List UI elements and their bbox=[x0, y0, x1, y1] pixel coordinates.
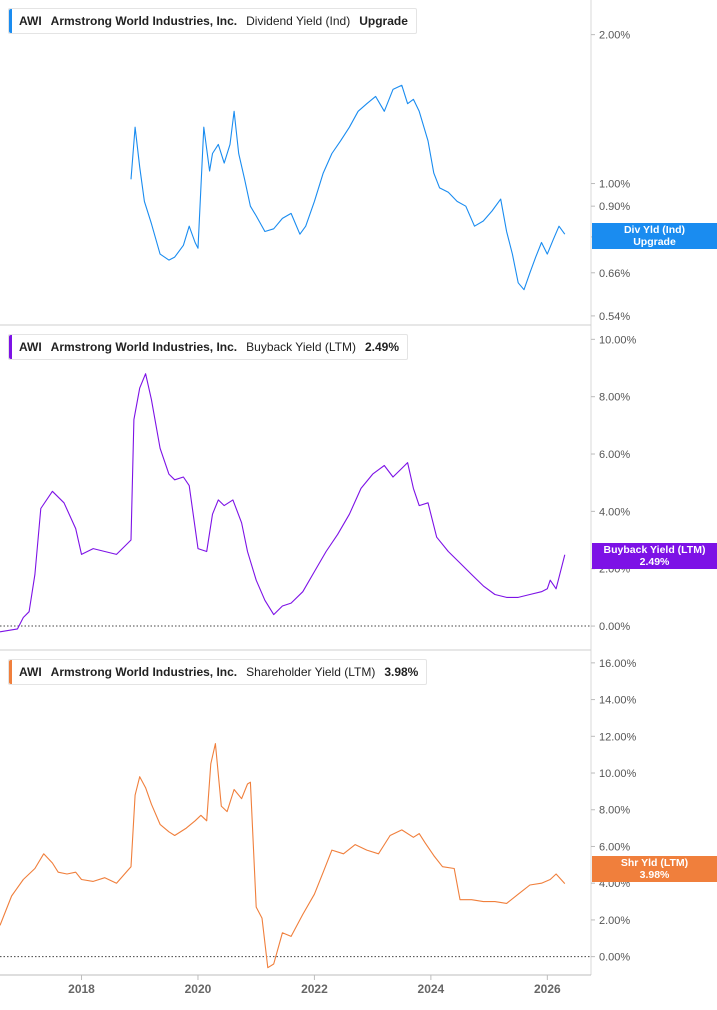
tag-label: Shr Yld (LTM) bbox=[620, 857, 689, 869]
legend-color-stripe bbox=[9, 9, 12, 33]
x-tick-label: 2020 bbox=[185, 982, 212, 996]
last-value-tag-buyback: Buyback Yield (LTM) 2.49% bbox=[592, 543, 717, 569]
y-tick-label: 1.00% bbox=[599, 179, 630, 191]
legend-company: Armstrong World Industries, Inc. bbox=[50, 665, 238, 679]
legend-value[interactable]: Upgrade bbox=[359, 14, 408, 28]
legend-ticker: AWI bbox=[19, 14, 42, 28]
legend-value: 3.98% bbox=[384, 665, 419, 679]
y-tick-label: 8.00% bbox=[599, 392, 630, 404]
legend-metric: Dividend Yield (Ind) bbox=[246, 14, 351, 28]
x-tick-label: 2024 bbox=[418, 982, 445, 996]
legend-ticker: AWI bbox=[19, 665, 42, 679]
tag-label: Div Yld (Ind) bbox=[623, 224, 686, 236]
y-tick-label: 6.00% bbox=[599, 449, 630, 461]
y-tick-label: 16.00% bbox=[599, 658, 637, 670]
y-tick-label: 12.00% bbox=[599, 731, 637, 743]
legend-metric: Buyback Yield (LTM) bbox=[246, 340, 356, 354]
legend-company: Armstrong World Industries, Inc. bbox=[50, 14, 238, 28]
legend-value: 2.49% bbox=[364, 340, 399, 354]
tag-value: 2.49% bbox=[639, 556, 670, 568]
y-tick-label: 10.00% bbox=[599, 334, 637, 346]
y-tick-label: 6.00% bbox=[599, 841, 630, 853]
y-tick-label: 0.54% bbox=[599, 311, 630, 323]
series-line bbox=[130, 84, 566, 291]
y-tick-label: 4.00% bbox=[599, 506, 630, 518]
y-tick-label: 10.00% bbox=[599, 768, 637, 780]
y-tick-label: 8.00% bbox=[599, 805, 630, 817]
y-tick-label: 14.00% bbox=[599, 695, 637, 707]
x-tick-label: 2026 bbox=[534, 982, 561, 996]
tag-value: Upgrade bbox=[633, 236, 676, 248]
y-tick-label: 2.00% bbox=[599, 915, 630, 927]
x-tick-label: 2018 bbox=[68, 982, 95, 996]
y-tick-label: 2.00% bbox=[599, 30, 630, 42]
last-value-tag-shareholder: Shr Yld (LTM) 3.98% bbox=[592, 856, 717, 882]
tag-label: Buyback Yield (LTM) bbox=[603, 544, 706, 556]
y-tick-label: 0.90% bbox=[599, 201, 630, 213]
y-tick-label: 0.00% bbox=[599, 621, 630, 633]
legend-shareholder-yield[interactable]: AWI Armstrong World Industries, Inc. Sha… bbox=[8, 659, 428, 685]
last-value-tag-dividend: Div Yld (Ind) Upgrade bbox=[592, 223, 717, 249]
series-line bbox=[0, 373, 566, 633]
legend-ticker: AWI bbox=[19, 340, 42, 354]
series-line bbox=[0, 743, 566, 969]
x-tick-label: 2022 bbox=[301, 982, 328, 996]
legend-color-stripe bbox=[9, 335, 12, 359]
tag-value: 3.98% bbox=[639, 869, 670, 881]
y-tick-label: 0.66% bbox=[599, 268, 630, 280]
legend-buyback-yield[interactable]: AWI Armstrong World Industries, Inc. Buy… bbox=[8, 334, 408, 360]
legend-metric: Shareholder Yield (LTM) bbox=[246, 665, 376, 679]
legend-company: Armstrong World Industries, Inc. bbox=[50, 340, 238, 354]
legend-dividend-yield[interactable]: AWI Armstrong World Industries, Inc. Div… bbox=[8, 8, 417, 34]
y-tick-label: 0.00% bbox=[599, 952, 630, 964]
legend-color-stripe bbox=[9, 660, 12, 684]
